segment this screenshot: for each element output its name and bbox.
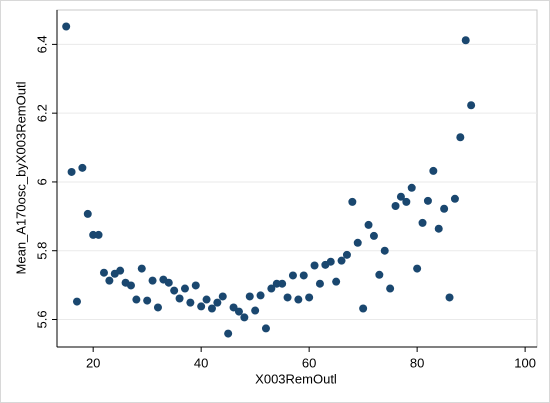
point xyxy=(467,101,476,110)
y-tick-label: 5.6 xyxy=(34,310,49,328)
point xyxy=(153,303,162,312)
point xyxy=(186,298,195,307)
point xyxy=(375,270,384,279)
point xyxy=(305,293,314,302)
point xyxy=(418,218,427,227)
point xyxy=(423,196,432,205)
point xyxy=(391,202,400,211)
point xyxy=(229,303,238,312)
point xyxy=(332,277,341,286)
y-tick-label: 6.2 xyxy=(34,104,49,122)
point xyxy=(288,271,297,280)
point xyxy=(267,284,276,293)
point xyxy=(132,295,141,304)
point xyxy=(337,256,346,265)
point xyxy=(78,163,87,172)
y-tick-label: 5.8 xyxy=(34,242,49,260)
point xyxy=(207,304,216,313)
point xyxy=(143,296,152,305)
point xyxy=(299,271,308,280)
point xyxy=(440,204,449,213)
point xyxy=(251,306,260,315)
point xyxy=(429,166,438,175)
point xyxy=(380,246,389,255)
point xyxy=(224,329,233,338)
point xyxy=(407,183,416,192)
point xyxy=(99,268,108,277)
point xyxy=(62,22,71,31)
point xyxy=(353,238,362,247)
x-tick-label: 40 xyxy=(194,355,208,370)
x-tick-label: 60 xyxy=(302,355,316,370)
point xyxy=(434,224,443,233)
point xyxy=(164,278,173,287)
point xyxy=(245,292,254,301)
point xyxy=(294,295,303,304)
point xyxy=(310,261,319,270)
point xyxy=(126,281,135,290)
point xyxy=(213,298,222,307)
y-tick-label: 6.4 xyxy=(34,35,49,53)
point xyxy=(348,197,357,206)
point xyxy=(413,264,422,273)
point xyxy=(278,279,287,288)
point xyxy=(445,293,454,302)
point xyxy=(137,264,146,273)
point xyxy=(105,276,114,285)
point xyxy=(359,304,368,313)
point xyxy=(261,324,270,333)
point xyxy=(369,231,378,240)
point xyxy=(148,276,157,285)
point xyxy=(256,291,265,300)
point xyxy=(342,250,351,259)
x-axis-title: X003RemOutl xyxy=(255,371,337,386)
point xyxy=(175,294,184,303)
point xyxy=(326,257,335,266)
point xyxy=(315,279,324,288)
point xyxy=(461,36,470,45)
point xyxy=(180,284,189,293)
point xyxy=(364,220,373,229)
point xyxy=(402,197,411,206)
point xyxy=(72,297,81,306)
point xyxy=(94,230,103,239)
y-axis-title: Mean_A170osc_byX003RemOutl xyxy=(13,81,28,274)
x-tick-label: 20 xyxy=(86,355,100,370)
x-tick-label: 80 xyxy=(410,355,424,370)
point xyxy=(83,209,92,218)
point xyxy=(386,284,395,293)
point xyxy=(202,295,211,304)
point xyxy=(396,192,405,201)
point xyxy=(240,313,249,322)
point xyxy=(218,292,227,301)
point xyxy=(191,281,200,290)
plot-region xyxy=(56,9,538,348)
point xyxy=(197,302,206,311)
point xyxy=(67,167,76,176)
point xyxy=(116,266,125,275)
point xyxy=(170,286,179,295)
point xyxy=(234,307,243,316)
point xyxy=(456,133,465,142)
point xyxy=(450,194,459,203)
y-tick-label: 6 xyxy=(34,178,49,185)
x-tick-label: 100 xyxy=(514,355,536,370)
point xyxy=(283,293,292,302)
